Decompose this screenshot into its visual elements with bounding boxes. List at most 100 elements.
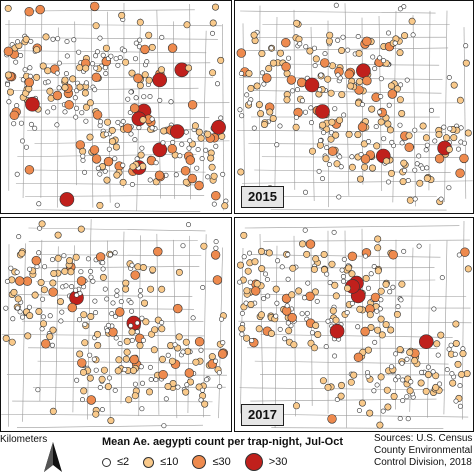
trap-point [302,295,308,301]
trap-point [107,417,115,425]
trap-point [25,96,40,112]
trap-point [456,252,462,258]
trap-point [44,67,52,75]
trap-point [92,410,100,418]
trap-point [158,370,168,380]
trap-point [54,254,62,262]
trap-point [277,123,283,129]
trap-point [115,119,121,125]
boundary-line [236,129,446,133]
trap-point [378,94,384,100]
trap-point [366,311,374,319]
trap-point [217,384,223,390]
boundary-line [344,230,347,428]
trap-point [56,60,62,66]
trap-point [361,163,369,171]
trap-point [209,19,217,27]
trap-point [139,116,147,124]
trap-point [132,137,138,143]
trap-point [269,115,277,123]
trap-point [326,162,332,168]
trap-point [89,1,100,12]
trap-point [322,155,330,163]
trap-point [374,308,380,314]
trap-point [306,47,314,55]
trap-point [54,70,60,76]
trap-point [319,58,330,68]
trap-point [130,270,140,280]
trap-point [344,310,350,316]
trap-point [303,109,309,115]
trap-point [80,387,88,395]
trap-point [374,382,380,388]
trap-point [26,312,34,320]
legend-label-le30: ≤30 [212,456,231,468]
trap-point [103,71,109,77]
trap-point [374,326,382,334]
boundary-line [34,140,230,144]
trap-point [31,255,41,266]
trap-point [112,156,118,162]
trap-point [177,153,183,159]
trap-point [318,72,324,78]
trap-point [345,264,353,272]
trap-point [175,333,183,341]
trap-point [93,310,99,316]
trap-point [195,147,201,153]
trap-point [397,6,403,12]
boundary-line [74,21,77,186]
trap-point [366,285,372,291]
trap-point [104,118,112,126]
trap-point [106,146,112,152]
trap-point [257,110,265,118]
trap-point [312,55,320,63]
trap-point [107,252,113,258]
trap-point [285,327,293,335]
boundary-line [274,245,278,428]
trap-point [289,264,297,272]
trap-point [395,304,401,310]
trap-point [52,90,63,101]
trap-point [345,47,351,53]
trap-point [386,179,392,185]
trap-point [14,171,20,177]
trap-point [173,172,179,178]
trap-point [309,330,315,336]
trap-point [77,225,85,233]
trap-point [435,131,443,139]
trap-point [136,81,144,89]
trap-point [40,314,46,320]
trap-point [39,320,47,328]
trap-point [50,269,58,277]
trap-point [66,257,74,265]
trap-point [86,133,94,141]
trap-point [115,307,125,317]
trap-point [149,116,155,122]
trap-point [406,348,414,356]
trap-point [102,65,108,71]
trap-point [139,263,147,271]
trap-point [185,64,193,72]
trap-point [92,110,103,120]
trap-point [40,339,51,349]
trap-point [144,59,150,65]
trap-point [217,349,228,359]
trap-point [396,346,404,354]
trap-point [131,392,139,400]
trap-point [357,122,368,132]
boundary-line [16,424,203,428]
trap-point [158,66,166,74]
trap-point [285,251,291,257]
trap-point [305,280,311,286]
scale-bar-label: Kilometers [0,434,48,445]
trap-point [211,201,217,207]
trap-point [73,114,79,120]
trap-point [91,154,102,164]
trap-point [251,125,257,131]
trap-point [105,322,111,328]
trap-point [79,110,85,116]
trap-point [26,304,32,310]
trap-point [312,63,318,69]
trap-point [150,346,158,354]
trap-point [112,387,118,393]
